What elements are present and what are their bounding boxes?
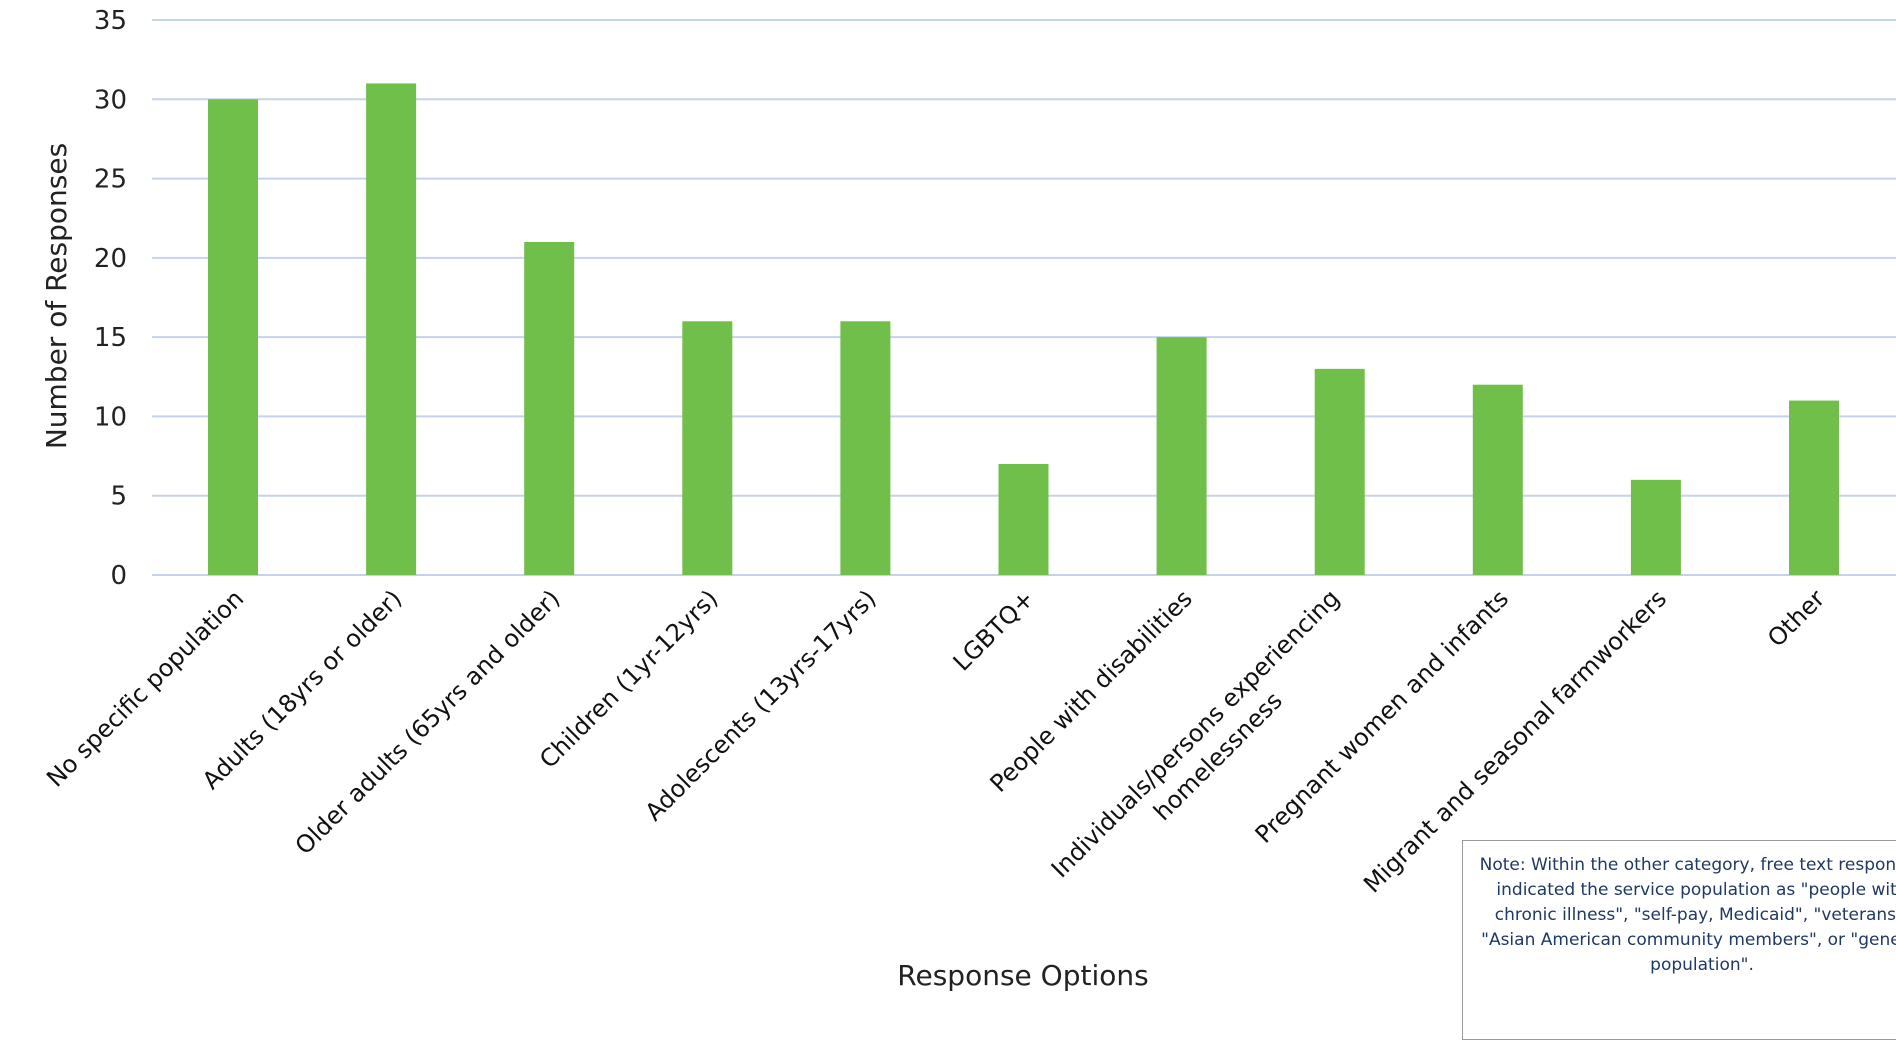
x-tick-label: Older adults (65yrs and older) <box>290 584 566 860</box>
y-tick-label: 10 <box>94 402 127 432</box>
y-axis-title: Number of Responses <box>40 143 73 449</box>
x-tick-label-group: Older adults (65yrs and older) <box>290 584 566 860</box>
bar <box>1314 368 1365 575</box>
bar <box>998 464 1049 575</box>
x-tick-label-group: Children (1yr-12yrs) <box>534 584 723 773</box>
x-tick-label: Individuals/persons experiencing <box>1046 584 1345 883</box>
x-tick-label-group: LGBTQ+ <box>948 584 1040 676</box>
y-tick-label: 0 <box>110 561 127 591</box>
bar <box>1630 479 1681 575</box>
bar <box>682 321 733 575</box>
y-tick-label: 5 <box>110 482 127 512</box>
bar <box>208 99 258 576</box>
x-tick-label: Other <box>1762 584 1830 652</box>
y-tick-label: 25 <box>94 165 127 195</box>
y-axis-ticks: 0 5 10 15 20 25 30 35 <box>94 6 127 591</box>
y-tick-label: 15 <box>94 323 127 353</box>
bars <box>208 83 1839 576</box>
bar <box>1156 337 1207 575</box>
bar <box>366 83 417 575</box>
x-tick-label-group: Other <box>1762 584 1830 652</box>
note-text: Note: Within the other category, free te… <box>1479 855 1896 975</box>
gridlines <box>152 19 1896 576</box>
y-tick-label: 30 <box>94 85 127 115</box>
bar <box>1472 384 1523 575</box>
x-tick-label: LGBTQ+ <box>948 584 1040 676</box>
note-box: Note: Within the other category, free te… <box>1462 840 1896 1040</box>
x-tick-label-group: Individuals/persons experiencinghomeless… <box>1046 584 1345 883</box>
y-tick-label: 35 <box>94 6 127 36</box>
x-axis-title: Response Options <box>897 959 1148 991</box>
bar <box>1789 400 1839 575</box>
x-tick-label: Children (1yr-12yrs) <box>534 584 723 773</box>
bar <box>840 321 891 575</box>
bar <box>524 242 575 575</box>
y-tick-label: 20 <box>94 244 127 274</box>
